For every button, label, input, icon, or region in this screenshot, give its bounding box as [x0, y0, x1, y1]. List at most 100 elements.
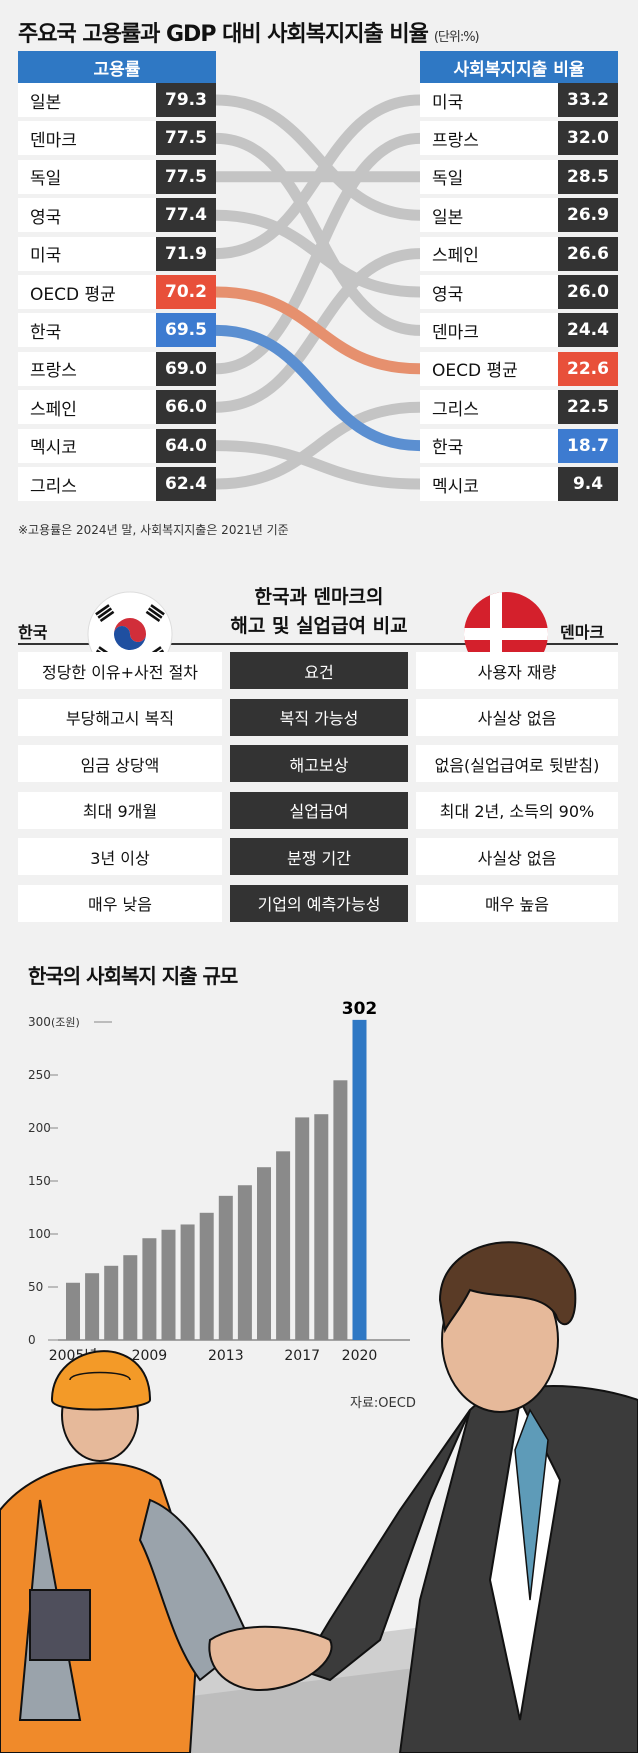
denmark-cell: 매우 높음 [416, 884, 618, 922]
bar-2017 [295, 1117, 310, 1340]
value-label: 22.6 [558, 351, 618, 386]
bar-2010 [161, 1229, 176, 1340]
country-label: 스페인 [420, 236, 558, 271]
country-label: 일본 [420, 198, 558, 233]
country-label: 덴마크 [18, 121, 156, 156]
value-label: 62.4 [156, 467, 216, 501]
chart2-title-line1: 한국과 덴마크의 [254, 586, 384, 608]
bar-2018 [314, 1114, 329, 1340]
country-label: 영국 [18, 198, 156, 233]
connector-line [215, 94, 421, 221]
value-label: 28.5 [558, 159, 618, 194]
comparison-divider-line [18, 643, 618, 645]
country-label: 그리스 [18, 467, 156, 501]
bar-2016 [276, 1151, 291, 1340]
value-label: 79.3 [156, 83, 216, 117]
y-tick-label: 0 [28, 1333, 36, 1347]
chart3-source: 자료:OECD [350, 1396, 416, 1411]
chart2-title: 한국과 덴마크의 해고 및 실업급여 비교 [220, 583, 418, 641]
spending-row: 미국 33.2 [420, 83, 618, 117]
bar-2014 [237, 1185, 252, 1340]
value-label: 26.0 [558, 275, 618, 309]
comparison-item: 분쟁 기간 [230, 838, 408, 875]
comparison-item: 실업급여 [230, 791, 408, 829]
value-label: 70.2 [156, 275, 216, 309]
value-label: 77.4 [156, 198, 216, 233]
employment-row: 덴마크 77.5 [18, 121, 216, 156]
value-label: 9.4 [558, 467, 618, 501]
employment-row: 영국 77.4 [18, 198, 216, 233]
value-label: 69.5 [156, 313, 216, 348]
country-label: 멕시코 [18, 428, 156, 463]
country-label: 스페인 [18, 390, 156, 425]
bar-2009 [142, 1238, 157, 1340]
y-tick-label: 50 [28, 1280, 43, 1294]
employment-row: 독일 77.5 [18, 159, 216, 194]
spending-row: 영국 26.0 [420, 275, 618, 309]
country-label: 그리스 [420, 390, 558, 425]
connector-line [215, 324, 421, 452]
value-label: 33.2 [558, 83, 618, 117]
chart2-title-line2: 해고 및 실업급여 비교 [230, 615, 408, 637]
country-label: 프랑스 [420, 121, 558, 156]
korea-cell: 매우 낮음 [18, 884, 222, 922]
bar-2019 [333, 1080, 348, 1340]
spending-row: 한국 18.7 [420, 428, 618, 463]
value-label: 77.5 [156, 159, 216, 194]
denmark-cell: 최대 2년, 소득의 90% [416, 791, 618, 829]
bar-2012 [199, 1212, 214, 1340]
connector-line [215, 401, 421, 490]
y-unit-label: (조원) [51, 1016, 80, 1029]
y-tick-label: 200 [28, 1121, 51, 1135]
country-label: 미국 [18, 236, 156, 271]
handshake-illustration [0, 1241, 638, 1753]
value-label: 77.5 [156, 121, 216, 156]
value-label: 26.6 [558, 236, 618, 271]
country-label: OECD 평균 [18, 275, 156, 309]
bar-2006 [85, 1273, 100, 1340]
value-label: 18.7 [558, 428, 618, 463]
connector-line [215, 94, 421, 260]
value-label: 32.0 [558, 121, 618, 156]
country-label: 독일 [18, 159, 156, 194]
x-tick-label: 2013 [208, 1348, 244, 1360]
value-label: 66.0 [156, 390, 216, 425]
y-tick-label: 150 [28, 1174, 51, 1188]
korea-cell: 부당해고시 복직 [18, 698, 222, 736]
value-label: 26.9 [558, 198, 618, 233]
y-tick-label: 250 [28, 1068, 51, 1082]
korea-cell: 3년 이상 [18, 838, 222, 875]
highlight-value-label: 302 [342, 999, 378, 1019]
country-label: 일본 [18, 83, 156, 117]
chart1-unit: (단위:%) [433, 30, 480, 45]
country-label: 덴마크 [420, 313, 558, 348]
employment-row: 프랑스 69.0 [18, 351, 216, 386]
country-label: 영국 [420, 275, 558, 309]
employment-row: 미국 71.9 [18, 236, 216, 271]
country-label: 멕시코 [420, 467, 558, 501]
spending-header: 사회복지지출 비율 [420, 51, 618, 83]
comparison-item: 기업의 예측가능성 [230, 884, 408, 922]
spending-row: 멕시코 9.4 [420, 467, 618, 501]
connector-line [215, 440, 421, 490]
bar-2005 [66, 1282, 80, 1340]
denmark-label: 덴마크 [560, 623, 605, 642]
bar-2013 [218, 1195, 233, 1340]
country-label: 한국 [420, 428, 558, 463]
spending-row: 프랑스 32.0 [420, 121, 618, 156]
korea-cell: 최대 9개월 [18, 791, 222, 829]
value-label: 71.9 [156, 236, 216, 271]
country-label: 미국 [420, 83, 558, 117]
korea-cell: 정당한 이유+사전 절차 [18, 652, 222, 689]
comparison-item: 요건 [230, 652, 408, 689]
employment-row: 멕시코 64.0 [18, 428, 216, 463]
country-label: 한국 [18, 313, 156, 348]
connector-line [215, 132, 421, 336]
bump-connector-lines [215, 94, 421, 490]
denmark-cell: 없음(실업급여로 뒷받침) [416, 745, 618, 782]
country-label: 프랑스 [18, 351, 156, 386]
chart1-title-text: 주요국 고용률과 GDP 대비 사회복지지출 비율 [18, 22, 429, 47]
chart1-title: 주요국 고용률과 GDP 대비 사회복지지출 비율 (단위:%) [18, 16, 480, 48]
value-label: 69.0 [156, 351, 216, 386]
